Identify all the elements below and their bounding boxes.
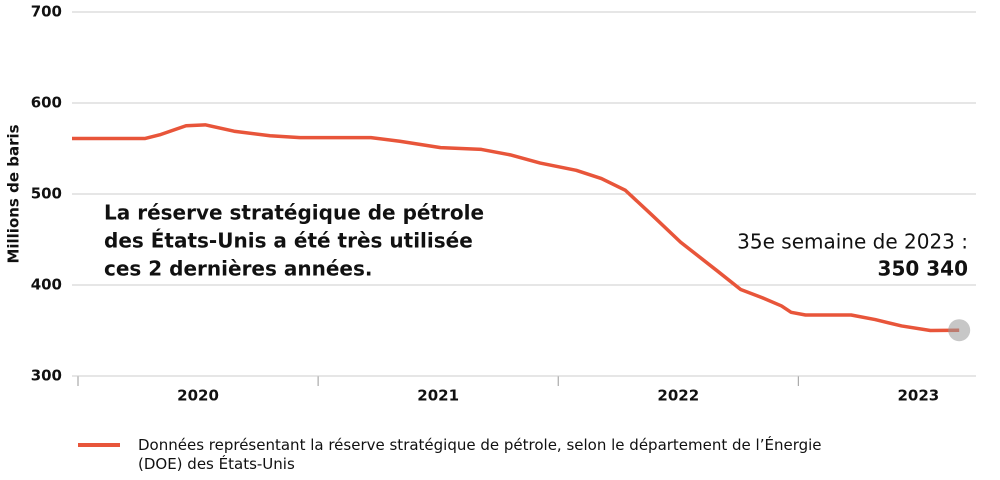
highlight-value: 350 340 [878, 257, 968, 281]
y-tick-label: 700 [31, 3, 62, 21]
annotation: ces 2 dernières années. [104, 257, 372, 281]
end-point [948, 319, 971, 342]
data-line [72, 123, 960, 333]
x-tick-label: 2020 [177, 387, 219, 405]
y-tick-label: 500 [31, 185, 62, 203]
y-tick-label: 600 [31, 94, 62, 112]
x-tick-label: 2023 [897, 387, 939, 405]
x-tick-label: 2021 [417, 387, 459, 405]
y-axis-label: Millions de baris [5, 124, 23, 263]
annotation: des États-Unis a été très utilisée [104, 229, 473, 253]
y-tick-label: 400 [31, 276, 62, 294]
legend-label: Données représentant la réserve stratégi… [138, 436, 822, 473]
highlight-label: 35e semaine de 2023 : [737, 230, 968, 254]
annotation: La réserve stratégique de pétrole [104, 201, 484, 225]
x-tick-label: 2022 [657, 387, 699, 405]
y-tick-label: 300 [31, 367, 62, 385]
